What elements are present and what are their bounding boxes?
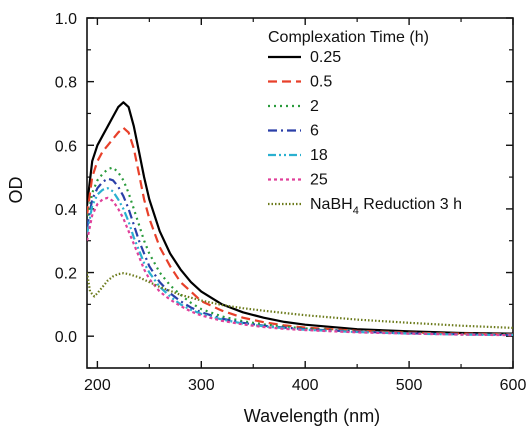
y-tick-label: 0.0 xyxy=(55,329,77,346)
legend-label-6: 25 xyxy=(310,172,328,189)
legend: Complexation Time (h) 0.25 0.5 2 6 18 25 NaBH4… xyxy=(268,29,462,217)
legend-label-3: 2 xyxy=(310,98,319,115)
legend-label-part: Reduction 3 h xyxy=(359,196,462,213)
legend-label-1: 0.25 xyxy=(310,49,341,66)
y-tick-label: 0.2 xyxy=(55,266,77,283)
x-axis-ticks: 200 300 400 500 600 xyxy=(84,18,526,394)
x-tick-label: 600 xyxy=(500,377,527,394)
series-line-1 xyxy=(87,101,513,335)
legend-label-2: 0.5 xyxy=(310,74,332,91)
y-tick-label: 0.4 xyxy=(55,202,77,219)
plot-frame xyxy=(86,17,514,369)
x-tick-label: 500 xyxy=(396,377,423,394)
plot-area xyxy=(86,17,514,369)
series-line-6 xyxy=(87,196,513,337)
legend-label-5: 18 xyxy=(310,147,328,164)
x-tick-label: 200 xyxy=(84,377,111,394)
x-tick-label: 300 xyxy=(188,377,215,394)
legend-label-4: 6 xyxy=(310,123,319,140)
legend-title: Complexation Time (h) xyxy=(268,29,429,46)
y-tick-label: 0.8 xyxy=(55,75,77,92)
series-line-2 xyxy=(87,126,513,336)
y-axis-label: OD xyxy=(6,176,26,203)
series-line-3 xyxy=(87,166,513,336)
y-tick-label: 0.6 xyxy=(55,138,77,155)
series-layer xyxy=(87,101,513,337)
series-line-5 xyxy=(87,187,513,336)
y-axis-ticks: 0.0 0.2 0.4 0.6 0.8 1.0 xyxy=(55,11,513,369)
y-tick-label: 1.0 xyxy=(55,11,77,28)
legend-label-7: NaBH4 Reduction 3 h xyxy=(310,196,462,217)
x-axis-label: Wavelength (nm) xyxy=(244,406,380,426)
legend-label-subscript: 4 xyxy=(353,205,359,217)
legend-label-part: NaBH xyxy=(310,196,353,213)
x-tick-label: 400 xyxy=(292,377,319,394)
